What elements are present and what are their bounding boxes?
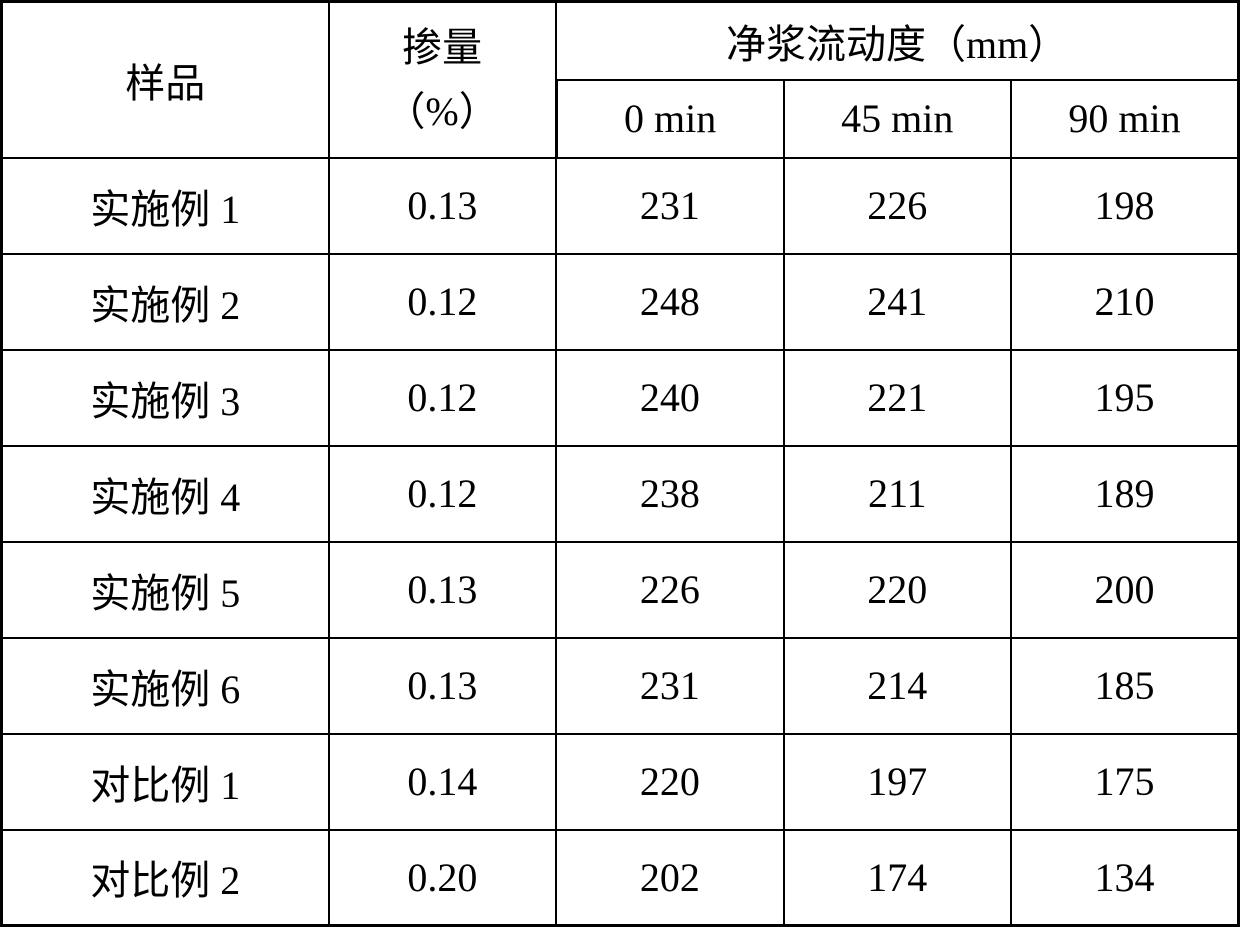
- cell-0min: 220: [556, 734, 783, 830]
- cell-90min: 210: [1011, 254, 1238, 350]
- col-header-fluidity-group: 净浆流动度（mm）: [556, 2, 1238, 80]
- cell-90min: 134: [1011, 830, 1238, 926]
- cell-dosage: 0.12: [329, 350, 557, 446]
- cell-0min: 238: [556, 446, 783, 542]
- header-row-1: 样品 掺量 （%） 净浆流动度（mm）: [2, 2, 1239, 80]
- cell-45min: 226: [784, 158, 1011, 254]
- table-row: 实施例 60.13231214185: [2, 638, 1239, 734]
- cell-sample: 实施例 5: [2, 542, 329, 638]
- table-row: 实施例 50.13226220200: [2, 542, 1239, 638]
- table-row: 实施例 30.12240221195: [2, 350, 1239, 446]
- dosage-header-line1: 掺量: [330, 16, 555, 80]
- cell-sample: 实施例 2: [2, 254, 329, 350]
- cell-45min: 221: [784, 350, 1011, 446]
- cell-0min: 226: [556, 542, 783, 638]
- col-header-0min: 0 min: [556, 80, 783, 158]
- cell-45min: 241: [784, 254, 1011, 350]
- data-table: 样品 掺量 （%） 净浆流动度（mm） 0 min 45 min 90 min …: [0, 0, 1240, 927]
- cell-45min: 220: [784, 542, 1011, 638]
- dosage-header-line2: （%）: [330, 80, 555, 144]
- cell-90min: 198: [1011, 158, 1238, 254]
- cell-0min: 231: [556, 638, 783, 734]
- col-header-90min: 90 min: [1011, 80, 1238, 158]
- cell-0min: 248: [556, 254, 783, 350]
- cell-0min: 231: [556, 158, 783, 254]
- col-header-45min: 45 min: [784, 80, 1011, 158]
- table-row: 对比例 20.20202174134: [2, 830, 1239, 926]
- cell-dosage: 0.12: [329, 446, 557, 542]
- page: 样品 掺量 （%） 净浆流动度（mm） 0 min 45 min 90 min …: [0, 0, 1240, 927]
- cell-90min: 200: [1011, 542, 1238, 638]
- cell-90min: 195: [1011, 350, 1238, 446]
- cell-45min: 174: [784, 830, 1011, 926]
- cell-dosage: 0.13: [329, 158, 557, 254]
- cell-0min: 240: [556, 350, 783, 446]
- cell-sample: 实施例 4: [2, 446, 329, 542]
- table-row: 实施例 40.12238211189: [2, 446, 1239, 542]
- cell-dosage: 0.13: [329, 542, 557, 638]
- col-header-dosage: 掺量 （%）: [329, 2, 557, 158]
- cell-0min: 202: [556, 830, 783, 926]
- cell-dosage: 0.20: [329, 830, 557, 926]
- table-body: 实施例 10.13231226198实施例 20.12248241210实施例 …: [2, 158, 1239, 926]
- col-header-sample: 样品: [2, 2, 329, 158]
- cell-dosage: 0.14: [329, 734, 557, 830]
- cell-sample: 实施例 6: [2, 638, 329, 734]
- cell-90min: 189: [1011, 446, 1238, 542]
- cell-sample: 对比例 2: [2, 830, 329, 926]
- cell-dosage: 0.12: [329, 254, 557, 350]
- table-row: 对比例 10.14220197175: [2, 734, 1239, 830]
- cell-dosage: 0.13: [329, 638, 557, 734]
- cell-45min: 214: [784, 638, 1011, 734]
- table-header: 样品 掺量 （%） 净浆流动度（mm） 0 min 45 min 90 min: [2, 2, 1239, 158]
- cell-45min: 211: [784, 446, 1011, 542]
- table-row: 实施例 20.12248241210: [2, 254, 1239, 350]
- cell-sample: 对比例 1: [2, 734, 329, 830]
- cell-90min: 175: [1011, 734, 1238, 830]
- cell-sample: 实施例 1: [2, 158, 329, 254]
- cell-45min: 197: [784, 734, 1011, 830]
- table-row: 实施例 10.13231226198: [2, 158, 1239, 254]
- cell-90min: 185: [1011, 638, 1238, 734]
- cell-sample: 实施例 3: [2, 350, 329, 446]
